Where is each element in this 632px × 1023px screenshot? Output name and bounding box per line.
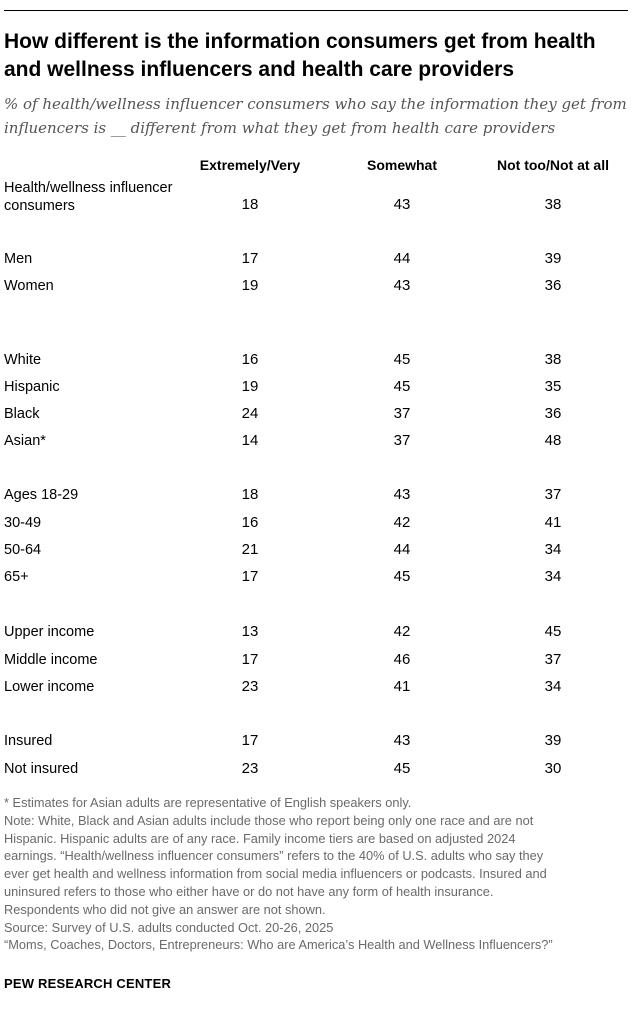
table-cell: 17 [241, 250, 259, 267]
table-cell: 41 [393, 678, 411, 695]
note-line: * Estimates for Asian adults are represe… [4, 795, 412, 810]
table-cell: 30 [544, 760, 562, 777]
brand-logo-text: PEW RESEARCH CENTER [4, 976, 172, 991]
row-label: Hispanic [4, 379, 60, 395]
note-line: Note: White, Black and Asian adults incl… [4, 812, 534, 828]
table-cell: 44 [393, 541, 411, 558]
table-cell: 34 [544, 678, 562, 695]
table-cell: 34 [544, 568, 562, 585]
column-header: Extremely/Very [199, 157, 301, 173]
table-cell: 45 [393, 351, 411, 368]
table-cell: 42 [393, 514, 411, 531]
table-cell: 24 [241, 405, 259, 422]
table-cell: 38 [544, 351, 562, 368]
table-cell: 23 [241, 760, 259, 777]
table-cell: 16 [241, 514, 259, 531]
table-cell: 21 [241, 541, 259, 558]
table-cell: 37 [544, 651, 562, 668]
row-label: Upper income [4, 624, 95, 640]
row-label: Middle income [4, 652, 98, 668]
row-label: Insured [4, 733, 53, 749]
row-label: Ages 18-29 [4, 487, 79, 503]
row-label: Men [4, 251, 33, 267]
chart-title: How different is the information consume… [4, 30, 596, 81]
table-cell: 18 [241, 196, 259, 213]
row-label: 65+ [4, 569, 29, 585]
table-cell: 18 [241, 486, 259, 503]
row-label: Black [4, 406, 40, 422]
table-cell: 41 [544, 514, 562, 531]
table-cell: 23 [241, 678, 259, 695]
table-cell: 37 [544, 486, 562, 503]
table-cell: 34 [544, 541, 562, 558]
row-label: 30-49 [4, 515, 42, 531]
note-line: “Moms, Coaches, Doctors, Entrepreneurs: … [4, 937, 553, 953]
note-line: earnings. “Health/wellness influencer co… [4, 848, 544, 864]
table-cell: 45 [393, 568, 411, 585]
note-line: uninsured refers to those who either hav… [4, 883, 494, 899]
table-cell: 36 [544, 405, 562, 422]
table-cell: 19 [241, 277, 259, 294]
table-cell: 45 [544, 623, 562, 640]
row-label: Not insured [4, 761, 79, 777]
chart-notes: * Estimates for Asian adults are represe… [4, 794, 630, 954]
table-cell: 45 [393, 378, 411, 395]
table-cell: 36 [544, 277, 562, 294]
row-label: Health/wellness influencer consumers [4, 180, 173, 214]
table-cell: 37 [393, 432, 411, 449]
row-label: Lower income [4, 679, 95, 695]
note-line: Respondents who did not give an answer a… [4, 901, 326, 917]
top-rule [4, 10, 628, 11]
table-cell: 16 [241, 351, 259, 368]
table-cell: 17 [241, 651, 259, 668]
row-label: 50-64 [4, 542, 42, 558]
table-cell: 39 [544, 250, 562, 267]
table-cell: 48 [544, 432, 562, 449]
table-cell: 43 [393, 732, 411, 749]
note-line: ever get health and wellness information… [4, 866, 547, 882]
column-header: Not too/Not at all [497, 157, 609, 173]
table-cell: 45 [393, 760, 411, 777]
row-label: White [4, 352, 42, 368]
table-cell: 14 [241, 432, 259, 449]
row-label: Asian* [4, 433, 46, 449]
table-cell: 43 [393, 277, 411, 294]
table-cell: 43 [393, 486, 411, 503]
table-cell: 17 [241, 732, 259, 749]
note-line: Hispanic. Hispanic adults are of any rac… [4, 830, 516, 846]
chart-subtitle: % of health/wellness influencer consumer… [4, 95, 627, 137]
table-cell: 38 [544, 196, 562, 213]
table-cell: 43 [393, 196, 411, 213]
column-header: Somewhat [366, 157, 438, 173]
table-cell: 13 [241, 623, 259, 640]
table-cell: 19 [241, 378, 259, 395]
table-cell: 46 [393, 651, 411, 668]
row-label: Women [4, 278, 54, 294]
table-cell: 17 [241, 568, 259, 585]
table-cell: 37 [393, 405, 411, 422]
table-cell: 39 [544, 732, 562, 749]
table-cell: 44 [393, 250, 411, 267]
table-cell: 35 [544, 378, 562, 395]
note-line: Source: Survey of U.S. adults conducted … [4, 919, 334, 935]
table-cell: 42 [393, 623, 411, 640]
